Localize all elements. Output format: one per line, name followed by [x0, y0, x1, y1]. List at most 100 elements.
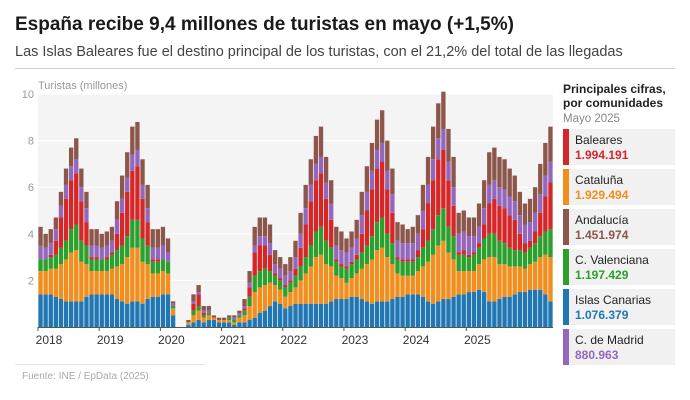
bar-segment [43, 259, 48, 272]
bar-segment [532, 212, 538, 232]
bar-segment [170, 315, 176, 327]
bar-segment [344, 282, 349, 300]
bar-segment [543, 175, 548, 197]
bar-segment [257, 217, 262, 237]
bar-segment [99, 259, 104, 272]
bar-segment [400, 261, 405, 276]
bar-segment [140, 159, 145, 185]
chart-subtitle: Las Islas Baleares fue el destino princi… [15, 44, 623, 60]
bar-segment [374, 149, 380, 169]
bar-segment [267, 254, 273, 272]
bar-segment [441, 240, 446, 300]
bar-segment [451, 259, 456, 297]
bar-segment [507, 196, 512, 216]
bar-segment [329, 180, 334, 204]
bar-segment [313, 163, 319, 181]
bar-segment [466, 292, 472, 327]
bar-segment [415, 271, 421, 295]
bar-segment [119, 198, 125, 213]
bar-segment [308, 245, 313, 267]
bar-segment [481, 180, 487, 209]
bar-segment [543, 142, 548, 176]
bar-segment [94, 294, 99, 327]
bar-segment [390, 168, 395, 195]
bar-segment [507, 215, 512, 248]
bar-segment [329, 247, 334, 267]
bar-segment [492, 147, 497, 181]
bar-segment [329, 266, 334, 302]
bar-segment [487, 233, 492, 258]
bar-segment [89, 257, 94, 260]
bar-segment [114, 201, 120, 220]
bar-segment [420, 266, 426, 297]
bar-segment [323, 264, 329, 304]
bar-segment [130, 170, 135, 220]
bar-segment [48, 268, 53, 295]
bar-segment [456, 212, 461, 234]
region-value: 1.929.494 [575, 188, 629, 202]
bar-segment [99, 294, 104, 327]
bar-segment [461, 271, 466, 295]
bar-segment [441, 208, 446, 241]
bar-segment [522, 292, 528, 327]
panel-heading: Principales cifras, por comunidades [563, 82, 666, 110]
bar-segment [79, 261, 84, 302]
bar-segment [395, 257, 400, 260]
bar-segment [109, 252, 115, 255]
bar-segment [431, 126, 436, 160]
bar-segment [481, 208, 487, 225]
bar-segment [104, 245, 110, 258]
bar-segment [349, 261, 354, 265]
bar-segment [405, 294, 410, 327]
y-tick-label: 10 [22, 89, 34, 101]
bar-segment [125, 303, 130, 327]
bar-segment [63, 301, 69, 327]
bar-segment [323, 156, 329, 183]
bar-segment [247, 306, 252, 321]
bar-segment [150, 296, 155, 327]
bar-segment [359, 215, 364, 234]
bar-segment [114, 266, 120, 300]
bar-segment [390, 243, 395, 265]
bar-segment [278, 257, 283, 269]
bar-segment [369, 189, 375, 237]
bar-segment [247, 320, 252, 327]
bar-segment [283, 296, 288, 309]
bar-segment [405, 275, 410, 295]
bar-segment [196, 320, 201, 327]
bar-segment [313, 303, 319, 327]
bar-segment [155, 259, 160, 262]
bar-segment [140, 198, 145, 239]
bar-segment [293, 275, 298, 288]
bar-segment [522, 224, 528, 244]
bar-segment [63, 259, 69, 302]
bar-segment [517, 250, 523, 267]
bar-segment [160, 259, 166, 272]
bar-segment [380, 161, 385, 218]
bar-segment [303, 303, 308, 327]
bar-segment [451, 156, 456, 188]
bar-segment [94, 257, 99, 260]
bar-segment [395, 240, 400, 258]
bar-segment [293, 303, 298, 327]
bar-segment [369, 170, 375, 190]
bar-segment [145, 184, 150, 209]
bar-segment [517, 233, 523, 251]
bar-segment [278, 278, 283, 281]
bar-segment [380, 247, 385, 302]
bar-segment [232, 324, 237, 327]
bar-segment [252, 252, 257, 276]
bar-segment [344, 299, 349, 327]
bar-segment [53, 268, 59, 297]
bar-segment [84, 296, 89, 327]
bar-segment [323, 240, 329, 265]
bar-segment [237, 310, 242, 314]
bar-segment [400, 224, 405, 244]
bar-segment [247, 271, 252, 283]
bar-segment [385, 189, 390, 234]
bar-segment [354, 273, 359, 297]
bar-segment [522, 203, 528, 225]
bar-segment [114, 250, 120, 267]
bar-segment [84, 264, 89, 297]
